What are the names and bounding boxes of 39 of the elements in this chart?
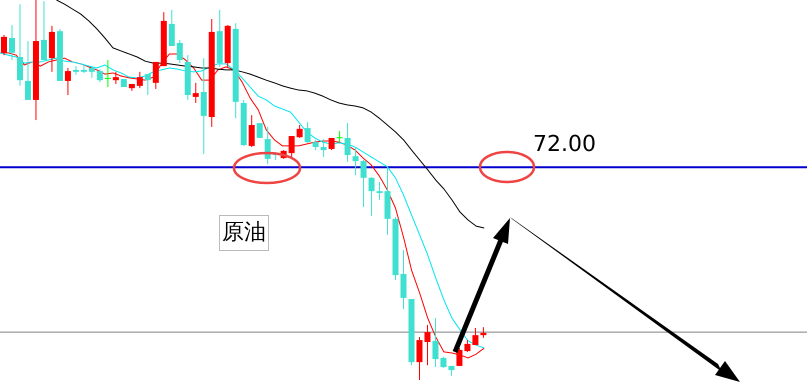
candlestick [192, 82, 199, 104]
candlestick [200, 58, 207, 154]
candlestick [440, 356, 446, 368]
candlestick [424, 324, 430, 366]
candlestick [168, 9, 175, 46]
candlestick [24, 40, 31, 100]
candlestick [336, 130, 343, 143]
candlestick [296, 124, 303, 138]
candlestick [40, 0, 47, 61]
candlestick [88, 66, 95, 78]
candlestick [104, 60, 111, 88]
candlestick [248, 114, 255, 148]
candlestick [144, 74, 151, 96]
candlestick [328, 137, 335, 151]
candlestick [400, 250, 407, 310]
candlestick [312, 139, 319, 151]
candlestick [464, 340, 470, 352]
candlestick [16, 4, 23, 86]
candlestick [136, 71, 143, 89]
annotation: 72.00 [533, 131, 596, 159]
candlestick [288, 136, 295, 159]
candlestick [176, 39, 183, 64]
candlestick [368, 176, 375, 216]
candlestick [344, 122, 351, 162]
candlestick [352, 146, 359, 176]
candlestick [376, 182, 383, 200]
candlestick [8, 24, 15, 61]
candlestick [304, 121, 311, 144]
candlestick [416, 336, 422, 380]
candlestick [432, 318, 438, 368]
candlestick [320, 138, 327, 158]
candlestick [112, 71, 119, 84]
candlestick [96, 68, 103, 83]
candlestick [152, 61, 159, 90]
candlestick [64, 68, 71, 96]
candlestick [360, 159, 367, 208]
candlestick [472, 327, 478, 346]
candlestick [256, 122, 263, 138]
annotation: 原油 [219, 215, 269, 251]
